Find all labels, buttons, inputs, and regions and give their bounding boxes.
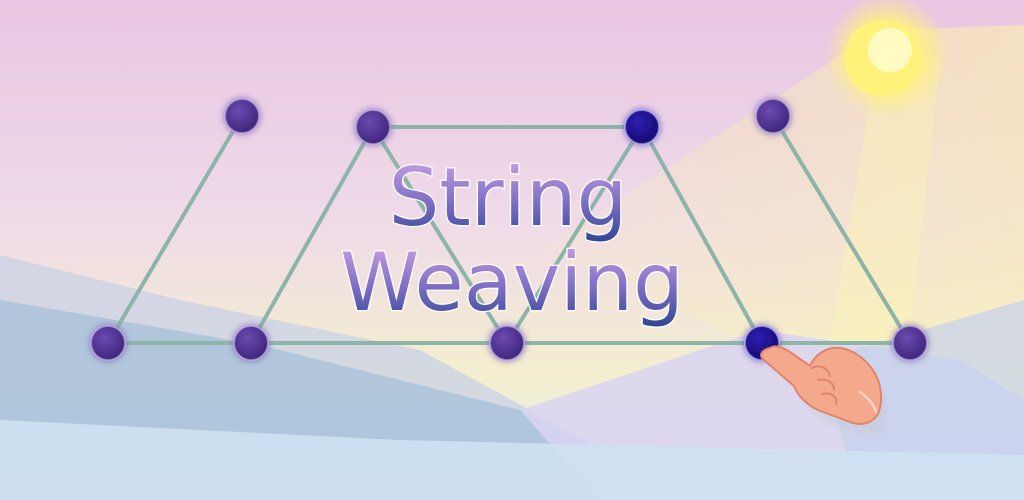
title-line-2: Weaving — [340, 236, 684, 329]
title-line-1: String — [389, 151, 628, 244]
string-lines — [106, 114, 912, 345]
node-bottom-1[interactable] — [90, 325, 126, 361]
pointing-hand-icon — [760, 345, 886, 436]
node-bottom-3[interactable] — [489, 325, 525, 361]
node-bottom-2[interactable] — [233, 325, 269, 361]
ground — [0, 420, 1024, 500]
node-top-3[interactable] — [624, 109, 660, 145]
string-edge — [106, 114, 244, 345]
string-edge — [771, 114, 912, 345]
string-edge — [371, 125, 509, 345]
node-top-4[interactable] — [755, 98, 791, 134]
hill-right-back — [820, 300, 1024, 500]
sun-beam-inner — [820, 40, 940, 400]
sun-icon — [825, 0, 949, 117]
node-top-2[interactable] — [355, 109, 391, 145]
node-top-1[interactable] — [224, 98, 260, 134]
string-edge — [640, 125, 764, 345]
node-bottom-5[interactable] — [892, 325, 928, 361]
string-edge — [505, 125, 644, 345]
game-title: String Weaving — [339, 150, 685, 331]
sun-beam — [540, 25, 1024, 400]
string-edge — [249, 125, 375, 345]
